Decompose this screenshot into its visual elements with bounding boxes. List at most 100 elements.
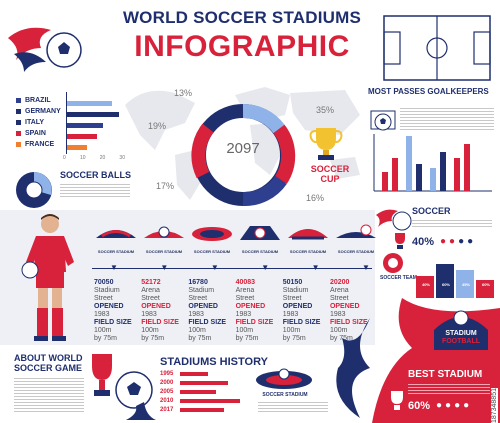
country-row: ITALY (16, 117, 126, 128)
stadium-logo: SOCCER STADIUM (284, 222, 332, 254)
stadium-stats-row: 70050 Stadium Street OPENED 1983 FIELD S… (94, 279, 374, 343)
field-size-1: 100m (141, 327, 159, 334)
stadium-logo-name: SOCCER STADIUM (97, 249, 135, 254)
field-size-2: by 75m (329, 335, 353, 342)
soccer-cup-line1: SOCCER (310, 164, 350, 174)
stadium-street: Street (141, 295, 160, 302)
field-size-2: by 75m (235, 335, 259, 342)
donut-chart (191, 103, 296, 207)
field-size-label: FIELD SIZE (188, 319, 227, 326)
about-line1: ABOUT WORLD (14, 353, 83, 363)
stadium-street: Street (188, 295, 208, 302)
team-badge-icon (383, 253, 403, 273)
field-size-2: by 75m (141, 335, 165, 342)
donut-percent: 19% (148, 121, 167, 131)
opened-year: 1983 (94, 311, 110, 318)
soccer-cup-line2: CUP (320, 174, 340, 184)
marker-triangle-icon: ▼ (362, 263, 370, 272)
history-stadium-logo (256, 368, 312, 389)
axis-tick: 0 (63, 155, 66, 161)
stadium-number: 16780 (188, 279, 208, 286)
country-axis-line (66, 92, 67, 154)
stadium-type: Stadium (282, 287, 309, 294)
team-percent: 45% (461, 282, 470, 287)
history-year: 2005 (160, 389, 174, 395)
marker-triangle-icon: ▼ (210, 263, 219, 272)
team-podium-chart (416, 264, 494, 298)
country-swatch (16, 131, 21, 136)
stadium-markers: ▼ ▼ ▼ ▼ ▼ ▼ (110, 263, 370, 272)
field-size-2: by 75m (282, 335, 306, 342)
country-label: FRANCE (25, 141, 55, 148)
opened-label: OPENED (329, 303, 360, 310)
country-label: SPAIN (25, 130, 46, 137)
field-size-2: by 75m (94, 335, 117, 342)
country-swatch (16, 120, 21, 125)
soccer-balls-text (60, 182, 130, 198)
stadium-stat: 20200 Arena Street OPENED 1983 FIELD SIZ… (330, 279, 374, 343)
field-size-1: 100m (235, 327, 254, 334)
stadium-football-badge (434, 310, 488, 350)
stadium-type: Stadium (94, 287, 120, 294)
goalkeepers-bar-chart (373, 134, 492, 192)
axis-tick: 20 (99, 155, 106, 161)
opened-label: OPENED (94, 303, 124, 310)
field-size-label: FIELD SIZE (282, 319, 321, 326)
mini-ball-icon: ● (467, 236, 474, 247)
ball-pie-icon (16, 172, 52, 208)
opened-year: 1983 (329, 311, 346, 318)
mini-balls-row: ● ● ● ● (440, 236, 473, 247)
about-line2: SOCCER GAME (14, 363, 83, 373)
history-text (258, 400, 328, 414)
opened-year: 1983 (282, 311, 299, 318)
field-size-1: 100m (188, 327, 206, 334)
marker-triangle-icon: ▼ (110, 263, 118, 272)
stadium-number: 20200 (329, 279, 350, 286)
country-swatch (16, 98, 21, 103)
stadium-street: Street (94, 295, 113, 302)
stadium-type: Stadium (188, 287, 215, 294)
stadium-logo: SOCCER STADIUM (332, 222, 380, 254)
page-title-line1: WORLD SOCCER STADIUMS (122, 8, 362, 27)
stadium-logo: SOCCER STADIUM (92, 222, 140, 254)
history-title: STADIUMS HISTORY (160, 356, 268, 368)
field-size-label: FIELD SIZE (235, 319, 274, 326)
history-year: 2017 (160, 407, 174, 413)
stadium-type: Arena (329, 287, 349, 294)
mini-ball-icon: ● (440, 236, 447, 247)
country-label: GERMANY (25, 108, 61, 115)
soccer-cup-label: SOCCER CUP (310, 164, 350, 184)
opened-label: OPENED (141, 303, 171, 310)
best-stadium-trophy-icon (391, 391, 403, 410)
cup-and-ball-icon (92, 354, 156, 420)
goalkeepers-title: MOST PASSES GOALKEEPERS (368, 87, 489, 96)
goal-ball-icon (370, 110, 396, 131)
team-percents: 40% 60% 45% 60% (416, 282, 496, 287)
field-size-1: 100m (282, 327, 301, 334)
stadium-logo-name: SOCCER STADIUM (193, 249, 231, 254)
country-bar (67, 145, 87, 150)
field-size-2: by 75m (188, 335, 212, 342)
donut-center-value: 2097 (226, 140, 260, 157)
opened-year: 1983 (188, 311, 204, 318)
stadium-marker-line (92, 268, 372, 269)
stock-id-watermark: 187348851 (491, 387, 498, 423)
opened-year: 1983 (235, 311, 252, 318)
history-bar (180, 390, 216, 394)
history-year: 2010 (160, 398, 174, 404)
country-label: ITALY (25, 119, 45, 126)
history-bar (180, 381, 228, 385)
soccer-player-illustration (21, 214, 74, 341)
country-bar (67, 134, 97, 139)
history-year: 1995 (160, 371, 174, 377)
history-year: 2000 (160, 380, 174, 386)
stadium-number: 70050 (94, 279, 114, 286)
field-size-label: FIELD SIZE (141, 319, 179, 326)
country-row: GERMANY (16, 106, 126, 117)
flaming-ball-small-icon (376, 209, 412, 231)
stadium-number: 40083 (235, 279, 256, 286)
mini-ball-icon: ● (454, 400, 461, 411)
country-row: SPAIN (16, 128, 126, 139)
small-trophy-icon (395, 233, 405, 249)
field-size-label: FIELD SIZE (94, 319, 132, 326)
